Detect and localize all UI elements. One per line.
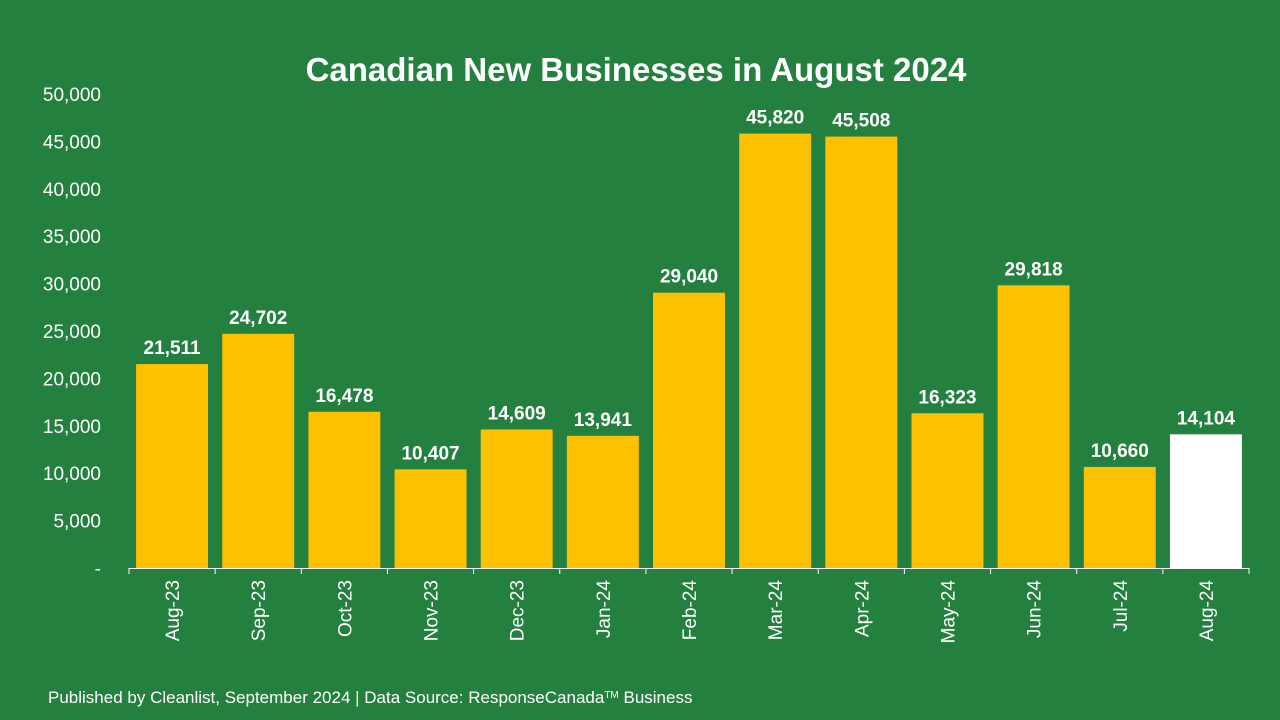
x-tick-label: Dec-23 [508, 580, 529, 641]
bar [997, 285, 1070, 568]
bars-group [136, 133, 1242, 568]
footer-suffix: Business [618, 688, 693, 707]
bar [739, 133, 812, 568]
y-tick-label: 25,000 [43, 322, 101, 343]
x-tick-label: Jul-24 [1111, 580, 1132, 632]
bar [911, 413, 984, 568]
x-tick-label: Jan-24 [594, 580, 615, 639]
x-tick-label: May-24 [938, 580, 959, 644]
y-tick-label: 40,000 [43, 180, 101, 201]
bar [480, 429, 553, 568]
data-label: 29,040 [660, 267, 718, 288]
chart-title: Canadian New Businesses in August 2024 [306, 51, 967, 88]
y-tick-label: 45,000 [43, 132, 101, 153]
x-tick-label: Oct-23 [335, 580, 356, 637]
y-axis: - 5,000 10,000 15,000 20,000 25,000 30,000 35,0… [43, 85, 101, 580]
data-label: 13,941 [574, 410, 633, 431]
bar [1169, 434, 1242, 568]
data-label: 10,660 [1091, 441, 1149, 462]
bar [308, 411, 381, 568]
bar [394, 469, 467, 568]
bar [1083, 466, 1156, 568]
y-tick-label: 15,000 [43, 417, 101, 438]
bar [222, 333, 295, 568]
data-label: 45,508 [832, 111, 890, 132]
y-tick-label: - [95, 559, 101, 580]
footer-text: Published by Cleanlist, September 2024 |… [48, 688, 605, 707]
x-axis: Aug-23 Sep-23 Oct-23 Nov-23 Dec-23 Jan-24 Feb-… [128, 568, 1250, 644]
x-tick-label: Nov-23 [422, 580, 443, 641]
y-tick-label: 10,000 [43, 464, 101, 485]
x-tick-label: Aug-23 [163, 580, 184, 641]
x-tick-label: Jun-24 [1025, 580, 1046, 639]
trademark-mark: TM [604, 690, 619, 701]
y-tick-label: 20,000 [43, 369, 101, 390]
data-label: 29,818 [1005, 259, 1063, 280]
x-tick-label: Aug-24 [1197, 580, 1218, 642]
bar [136, 364, 209, 568]
x-tick-label: Sep-23 [249, 580, 270, 641]
data-label: 14,609 [488, 404, 546, 425]
y-tick-label: 50,000 [43, 85, 101, 106]
data-label: 21,511 [144, 338, 201, 359]
data-label: 16,478 [315, 386, 373, 407]
footer-source: Published by Cleanlist, September 2024 |… [48, 688, 692, 708]
bar [653, 292, 725, 568]
bar [566, 435, 639, 568]
data-labels-group: 21,511 24,702 16,478 10,407 14,609 13,941 29,0… [144, 108, 1236, 465]
y-tick-label: 5,000 [53, 512, 101, 533]
bar [825, 136, 898, 568]
x-tick-label: Feb-24 [680, 580, 701, 641]
y-tick-label: 30,000 [43, 275, 101, 296]
x-tick-label: Apr-24 [852, 580, 873, 637]
data-label: 10,407 [401, 443, 459, 464]
y-tick-label: 35,000 [43, 227, 101, 248]
x-tick-label: Mar-24 [766, 580, 787, 641]
data-label: 45,820 [746, 108, 804, 129]
data-label: 16,323 [918, 387, 976, 408]
data-label: 14,104 [1177, 408, 1236, 429]
data-label: 24,702 [229, 308, 287, 329]
